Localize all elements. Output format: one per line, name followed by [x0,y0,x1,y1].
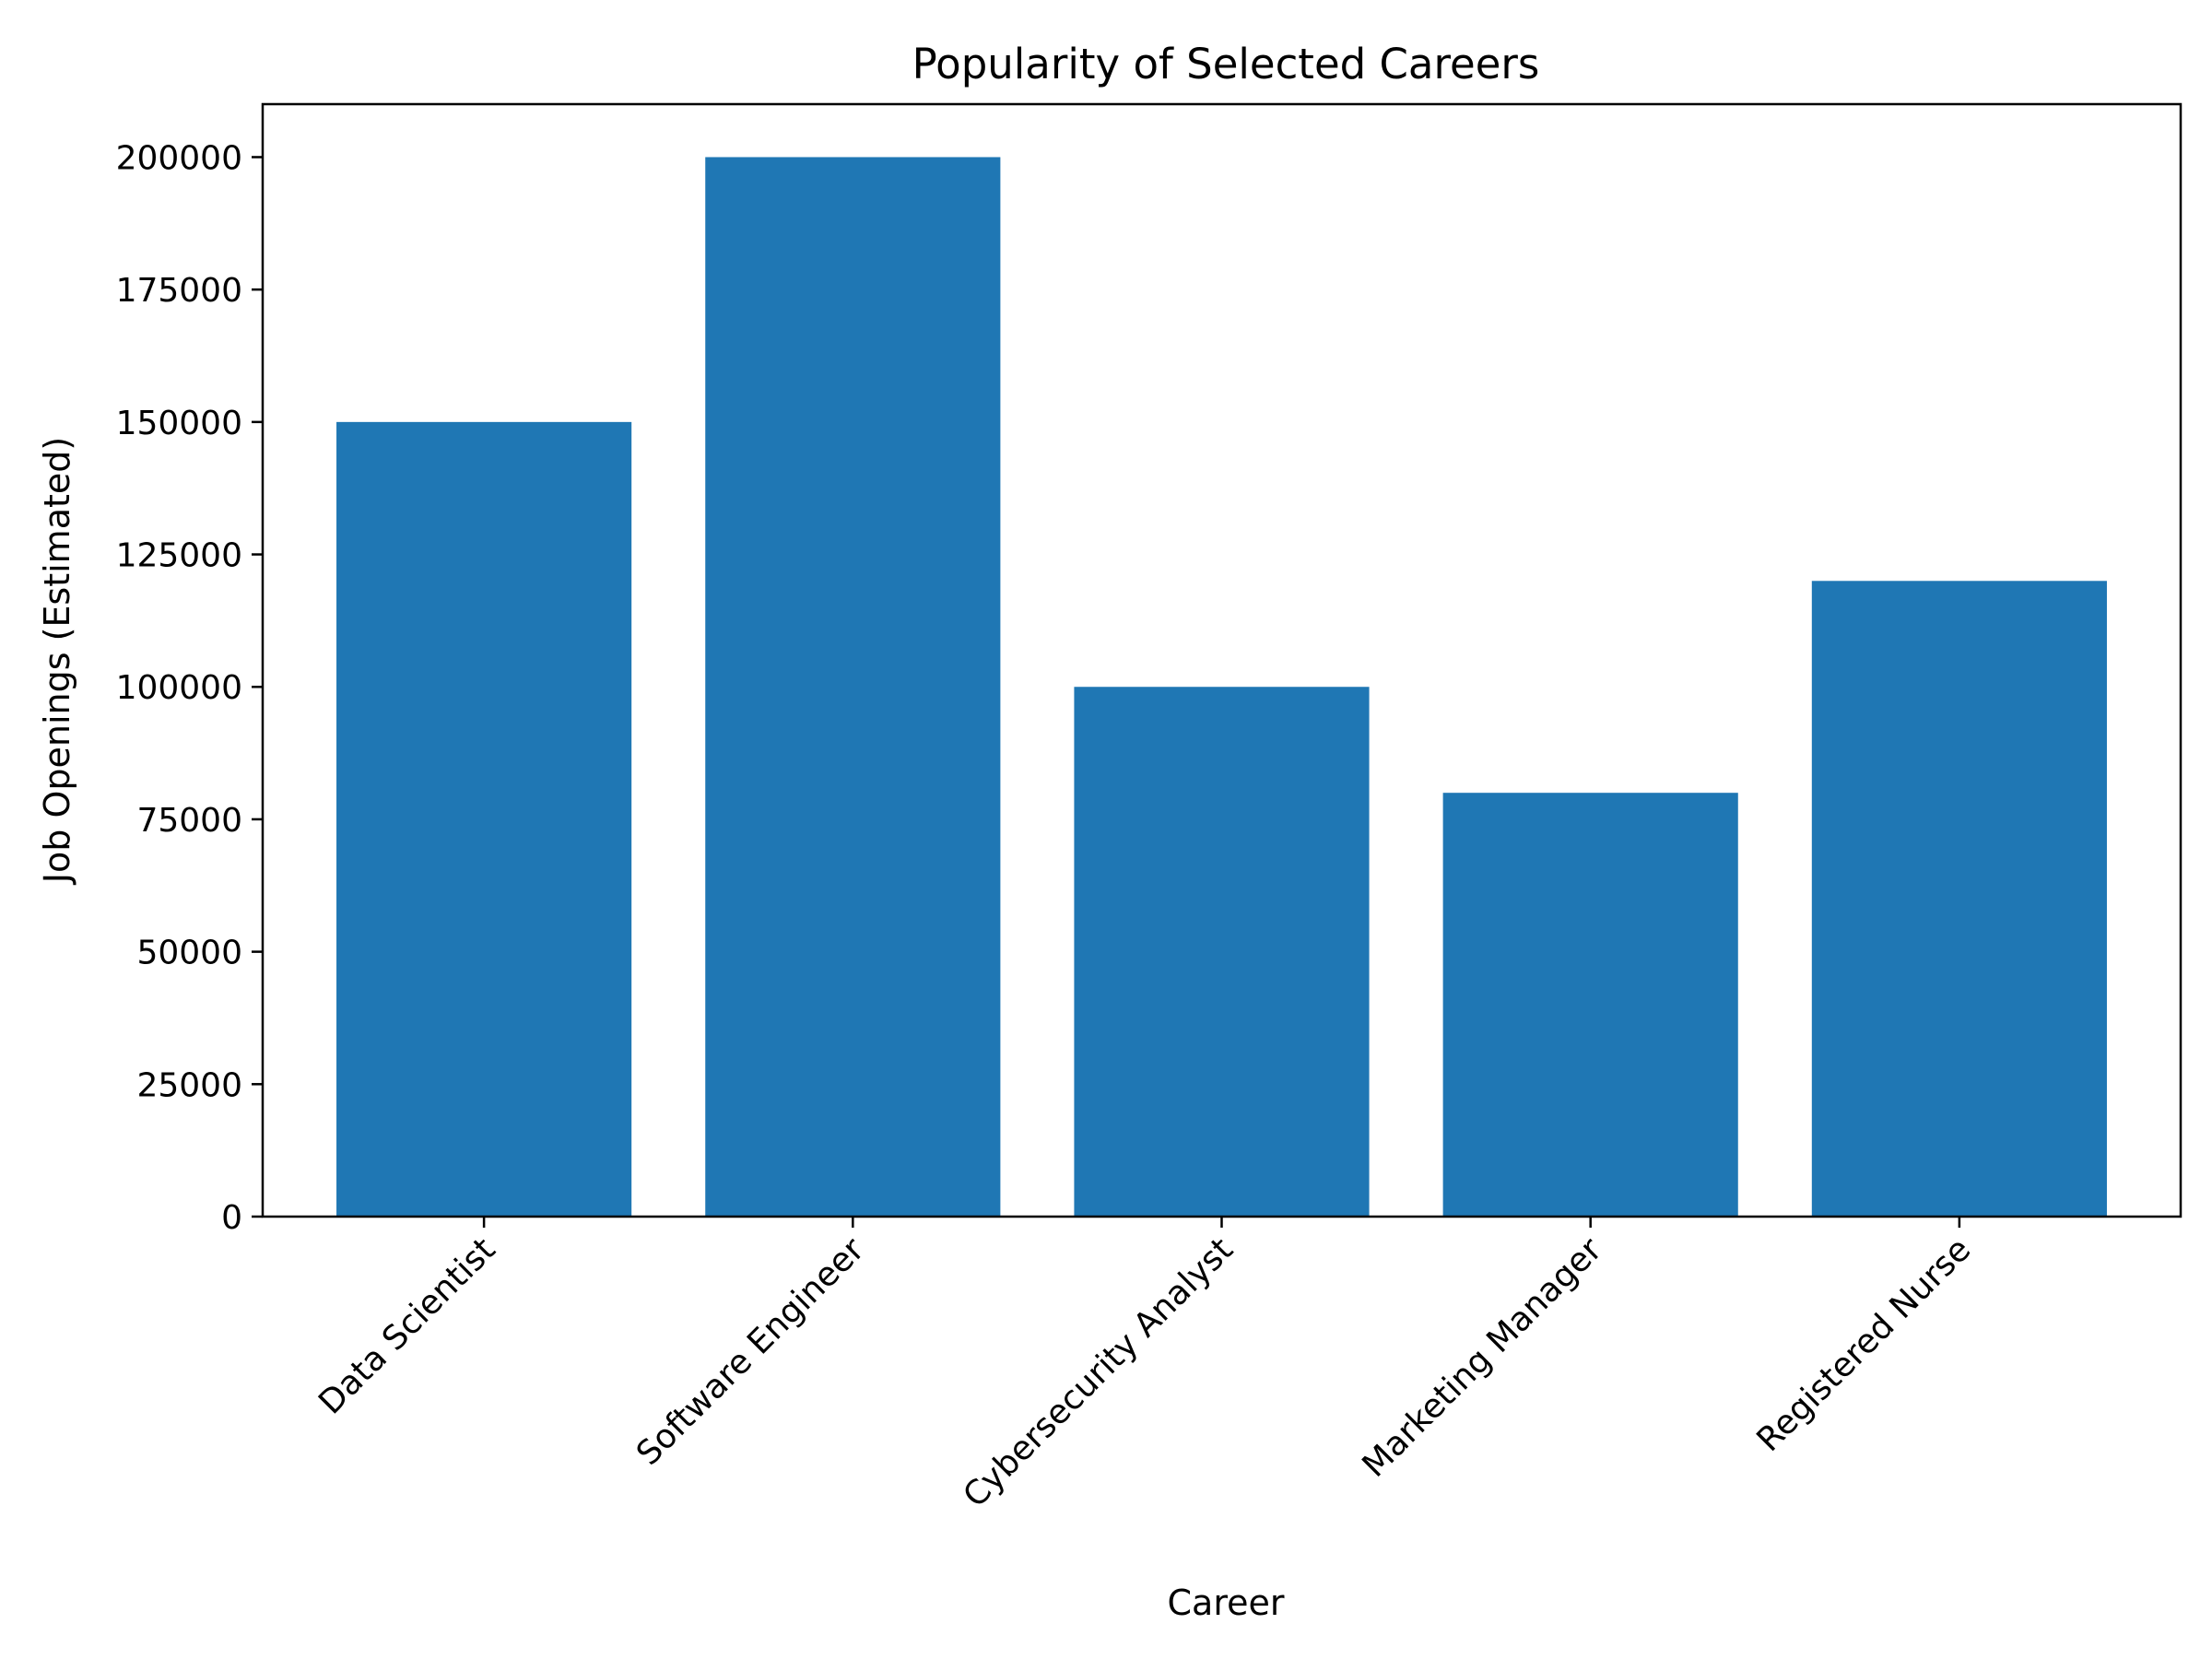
plot-frame [261,102,2183,1218]
y-tick-label: 175000 [116,272,242,310]
y-tick-label: 0 [221,1199,242,1237]
bar-marketing-manager [1442,793,1738,1217]
x-tick-label: Marketing Manager [1356,1230,1610,1485]
x-tick-label: Data Scientist [312,1230,502,1421]
x-axis: Data Scientist Software Engineer Cybersecu… [312,1217,1978,1515]
y-tick-label: 50000 [136,935,242,972]
bar-data-scientist [336,421,632,1217]
chart-title: Popularity of Selected Careers [912,40,1540,88]
x-tick-label: Registered Nurse [1750,1230,1979,1459]
x-tick-label: Software Engineer [629,1230,872,1473]
bar-software-engineer [705,157,1001,1217]
y-tick-label: 200000 [116,139,242,177]
y-axis-title: Job Openings (Estimated) [37,437,77,885]
y-tick-label: 75000 [136,802,242,840]
y-tick-label: 100000 [116,669,242,707]
y-tick-label: 150000 [116,405,242,442]
x-tick-label: Cybersecurity Analyst [956,1230,1240,1514]
bars-layer [336,157,2107,1217]
x-axis-title: Career [1168,1583,1285,1623]
y-tick-label: 125000 [116,537,242,575]
bar-registered-nurse [1811,581,2107,1217]
y-axis: 0 25000 50000 75000 100000 125000 150000 175000… [116,139,263,1237]
y-tick-label: 25000 [136,1066,242,1104]
bar-cybersecurity-analyst [1074,687,1370,1217]
